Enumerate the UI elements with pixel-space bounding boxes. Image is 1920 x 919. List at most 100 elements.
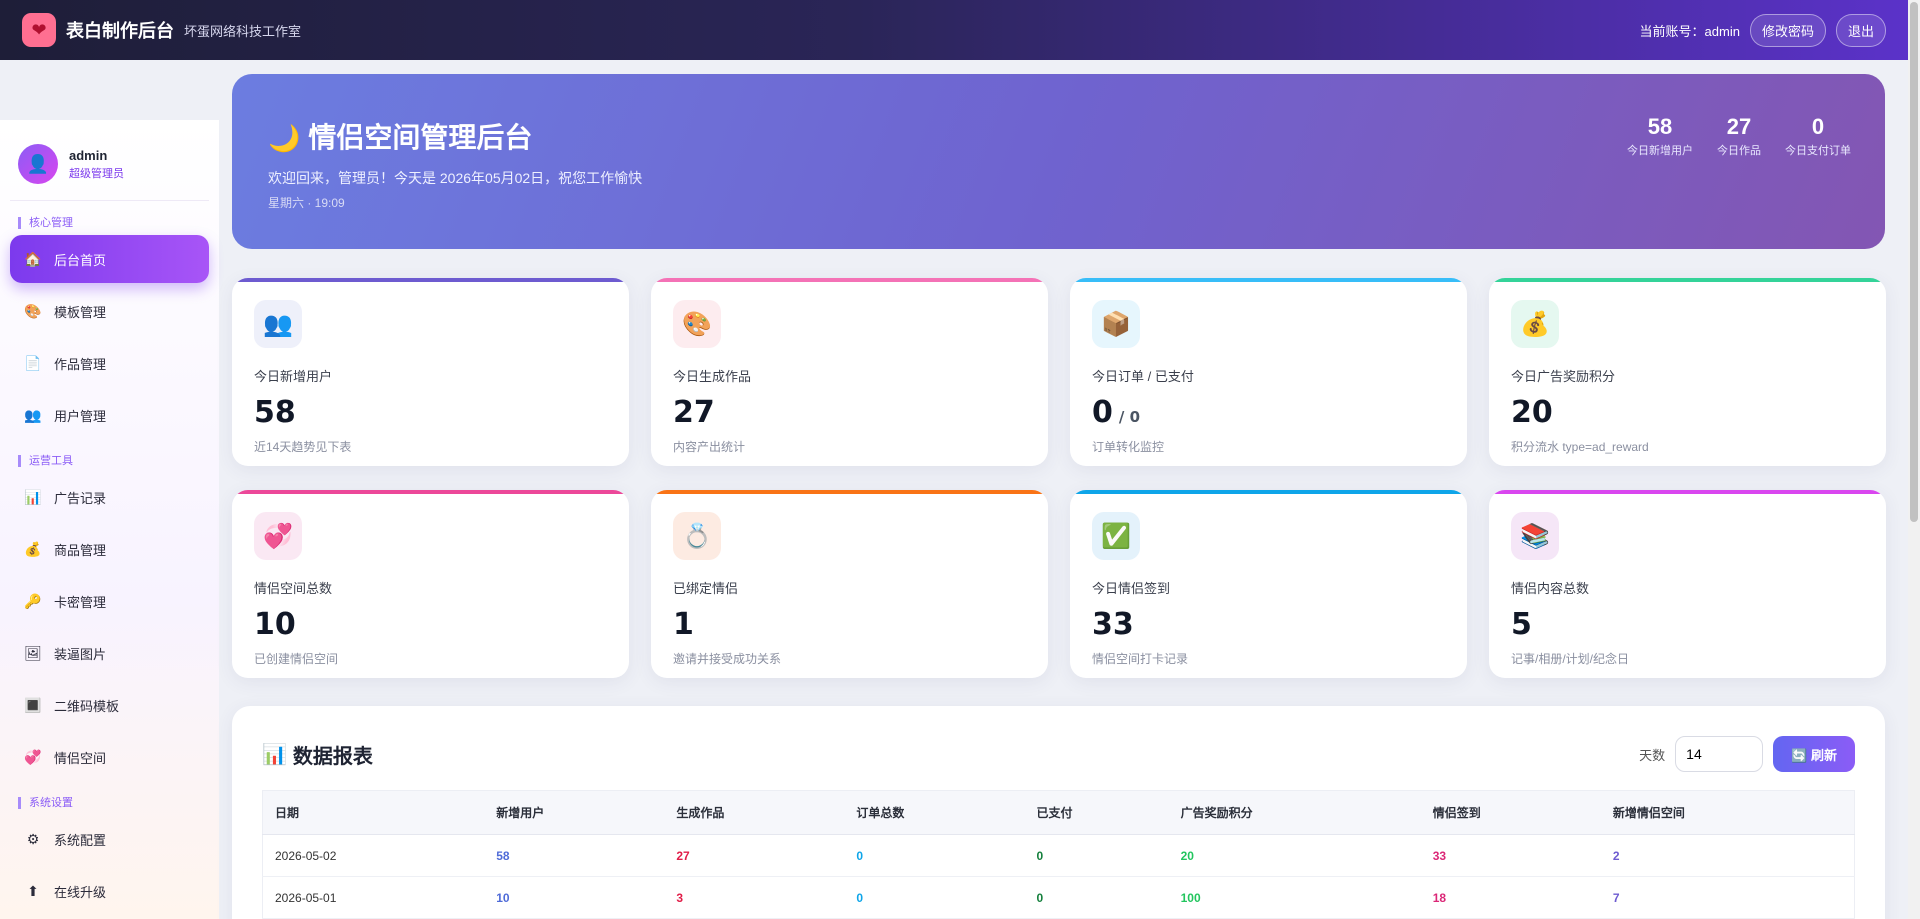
stat-card: 💍 已绑定情侣 1 邀请并接受成功关系 [651, 490, 1048, 678]
sidebar-item[interactable]: 👥 用户管理 [10, 391, 209, 439]
stat-value: 5 [1511, 607, 1532, 642]
home-icon: 🏠 [24, 250, 42, 267]
report-table: 日期 新增用户 生成作品 订单总数 已支付 广告奖励积分 情侣签到 新增情侣空间 2026-0… [262, 790, 1855, 919]
document-icon: 📄 [24, 354, 42, 371]
ring-icon: 💍 [673, 512, 721, 560]
table-header: 日期 [262, 790, 485, 835]
refresh-button[interactable]: 🔄 刷新 [1773, 736, 1855, 772]
sidebar-item-label: 商品管理 [54, 542, 107, 558]
table-cell: 0 [844, 876, 1025, 919]
sidebar-item-label: 后台首页 [54, 252, 107, 268]
sidebar: 👤 admin 超级管理员 核心管理 🏠 后台首页 🎨 模板管理 📄 作品管理 👥 用户管理运营… [0, 120, 219, 919]
sidebar-item-label: 卡密管理 [54, 594, 107, 610]
table-cell: 33 [1420, 834, 1601, 877]
stat-card: 💞 情侣空间总数 10 已创建情侣空间 [232, 490, 629, 678]
stat-description: 内容产出统计 [673, 440, 746, 454]
sidebar-item[interactable]: 🔳 二维码模板 [10, 681, 209, 729]
table-header: 生成作品 [664, 790, 845, 835]
sidebar-item[interactable]: ⚙ 系统配置 [10, 815, 209, 863]
page-title: 情侣空间管理后台 [308, 122, 533, 153]
report-title: 数据报表 [292, 745, 373, 768]
package-icon: 📦 [1092, 300, 1140, 348]
days-label: 天数 [1639, 747, 1666, 763]
nav-section-title: 核心管理 [18, 217, 209, 229]
card-accent-bar [651, 278, 1048, 282]
money-bag-icon: 💰 [24, 540, 42, 557]
stat-label: 今日生成作品 [673, 369, 752, 384]
sidebar-nav: 核心管理 🏠 后台首页 🎨 模板管理 📄 作品管理 👥 用户管理运营工具 📊 广告记录 💰 商品管理 🔑 卡… [10, 217, 209, 915]
stat-description: 情侣空间打卡记录 [1092, 652, 1189, 666]
brand-subtitle: 坏蛋网络科技工作室 [184, 23, 302, 39]
sidebar-item-label: 模板管理 [54, 304, 107, 320]
table-row: 2026-05-02 58 27 0 0 20 33 2 [262, 834, 1855, 877]
welcome-banner: 🌙 情侣空间管理后台 欢迎回来，管理员！今天是 2026年05月02日，祝您工作愉… [232, 74, 1885, 249]
table-cell: 2026-05-01 [262, 876, 485, 919]
stat-label: 今日广告奖励积分 [1511, 369, 1616, 384]
stat-label: 今日新增用户 [254, 369, 333, 384]
table-header: 订单总数 [844, 790, 1025, 835]
moon-icon: 🌙 [268, 123, 301, 153]
sidebar-item[interactable]: 🖼 装逼图片 [10, 629, 209, 677]
logout-button[interactable]: 退出 [1835, 13, 1886, 47]
page-scrollbar[interactable] [1908, 0, 1920, 919]
table-cell: 100 [1168, 876, 1421, 919]
top-navbar: ❤ 表白制作后台 坏蛋网络科技工作室 当前账号：admin 修改密码 退出 [0, 0, 1908, 60]
date-time: 星期六 · 19:09 [268, 196, 345, 210]
stat-description: 已创建情侣空间 [254, 652, 339, 666]
refresh-icon: 🔄 [1791, 747, 1811, 763]
nav-section-title: 运营工具 [18, 455, 209, 467]
user-profile: 👤 admin 超级管理员 [10, 120, 209, 201]
stat-card: 💰 今日广告奖励积分 20 积分流水 type=ad_reward [1489, 278, 1886, 466]
stat-value: 20 [1511, 395, 1553, 430]
current-account: 当前账号：admin [1639, 23, 1740, 39]
heart-logo-icon: ❤ [22, 13, 56, 47]
stat-description: 积分流水 type=ad_reward [1511, 440, 1649, 454]
sidebar-item-label: 用户管理 [54, 408, 107, 424]
money-bag-icon: 💰 [1511, 300, 1559, 348]
chart-icon: 📊 [262, 743, 287, 766]
sidebar-item-label: 作品管理 [54, 356, 107, 372]
change-password-button[interactable]: 修改密码 [1749, 13, 1826, 47]
avatar: 👤 [18, 144, 58, 184]
sidebar-item[interactable]: 📊 广告记录 [10, 473, 209, 521]
stat-label: 已绑定情侣 [673, 581, 739, 596]
sidebar-item-label: 情侣空间 [54, 750, 107, 766]
hero-stat: 27 今日作品 [1717, 114, 1761, 157]
sidebar-item[interactable]: 🎨 模板管理 [10, 287, 209, 335]
table-cell: 27 [664, 834, 845, 877]
table-cell: 2 [1600, 834, 1855, 877]
sidebar-item[interactable]: ⬆ 在线升级 [10, 867, 209, 915]
table-cell: 20 [1168, 834, 1421, 877]
key-icon: 🔑 [24, 592, 42, 609]
stat-value: 27 [673, 395, 715, 430]
gear-icon: ⚙ [26, 830, 40, 847]
table-cell: 2026-05-02 [262, 834, 485, 877]
image-icon: 🖼 [24, 644, 42, 661]
sidebar-item[interactable]: 💰 商品管理 [10, 525, 209, 573]
table-cell: 3 [664, 876, 845, 919]
sidebar-item[interactable]: 🔑 卡密管理 [10, 577, 209, 625]
sidebar-item-label: 在线升级 [54, 884, 107, 900]
stat-label: 情侣内容总数 [1511, 581, 1590, 596]
stat-value: 58 [254, 395, 296, 430]
stat-label: 今日订单 / 已支付 [1092, 369, 1194, 384]
days-input[interactable] [1675, 736, 1764, 772]
stat-description: 记事/相册/计划/纪念日 [1511, 652, 1630, 666]
card-accent-bar [232, 490, 629, 494]
card-accent-bar [1489, 490, 1886, 494]
sidebar-item[interactable]: 📄 作品管理 [10, 339, 209, 387]
sidebar-item[interactable]: 💞 情侣空间 [10, 733, 209, 781]
scrollbar-thumb[interactable] [1910, 2, 1918, 522]
stat-value: 1 [673, 607, 694, 642]
palette-icon: 🎨 [673, 300, 721, 348]
table-cell: 7 [1600, 876, 1855, 919]
sidebar-item[interactable]: 🏠 后台首页 [10, 235, 209, 283]
table-header: 已支付 [1024, 790, 1169, 835]
users-icon: 👥 [24, 406, 42, 423]
table-header: 广告奖励积分 [1168, 790, 1421, 835]
stat-card: 🎨 今日生成作品 27 内容产出统计 [651, 278, 1048, 466]
couple-icon: 💞 [24, 748, 42, 765]
checkmark-icon: ✅ [1092, 512, 1140, 560]
hero-stat: 0 今日支付订单 [1785, 114, 1851, 157]
card-accent-bar [651, 490, 1048, 494]
